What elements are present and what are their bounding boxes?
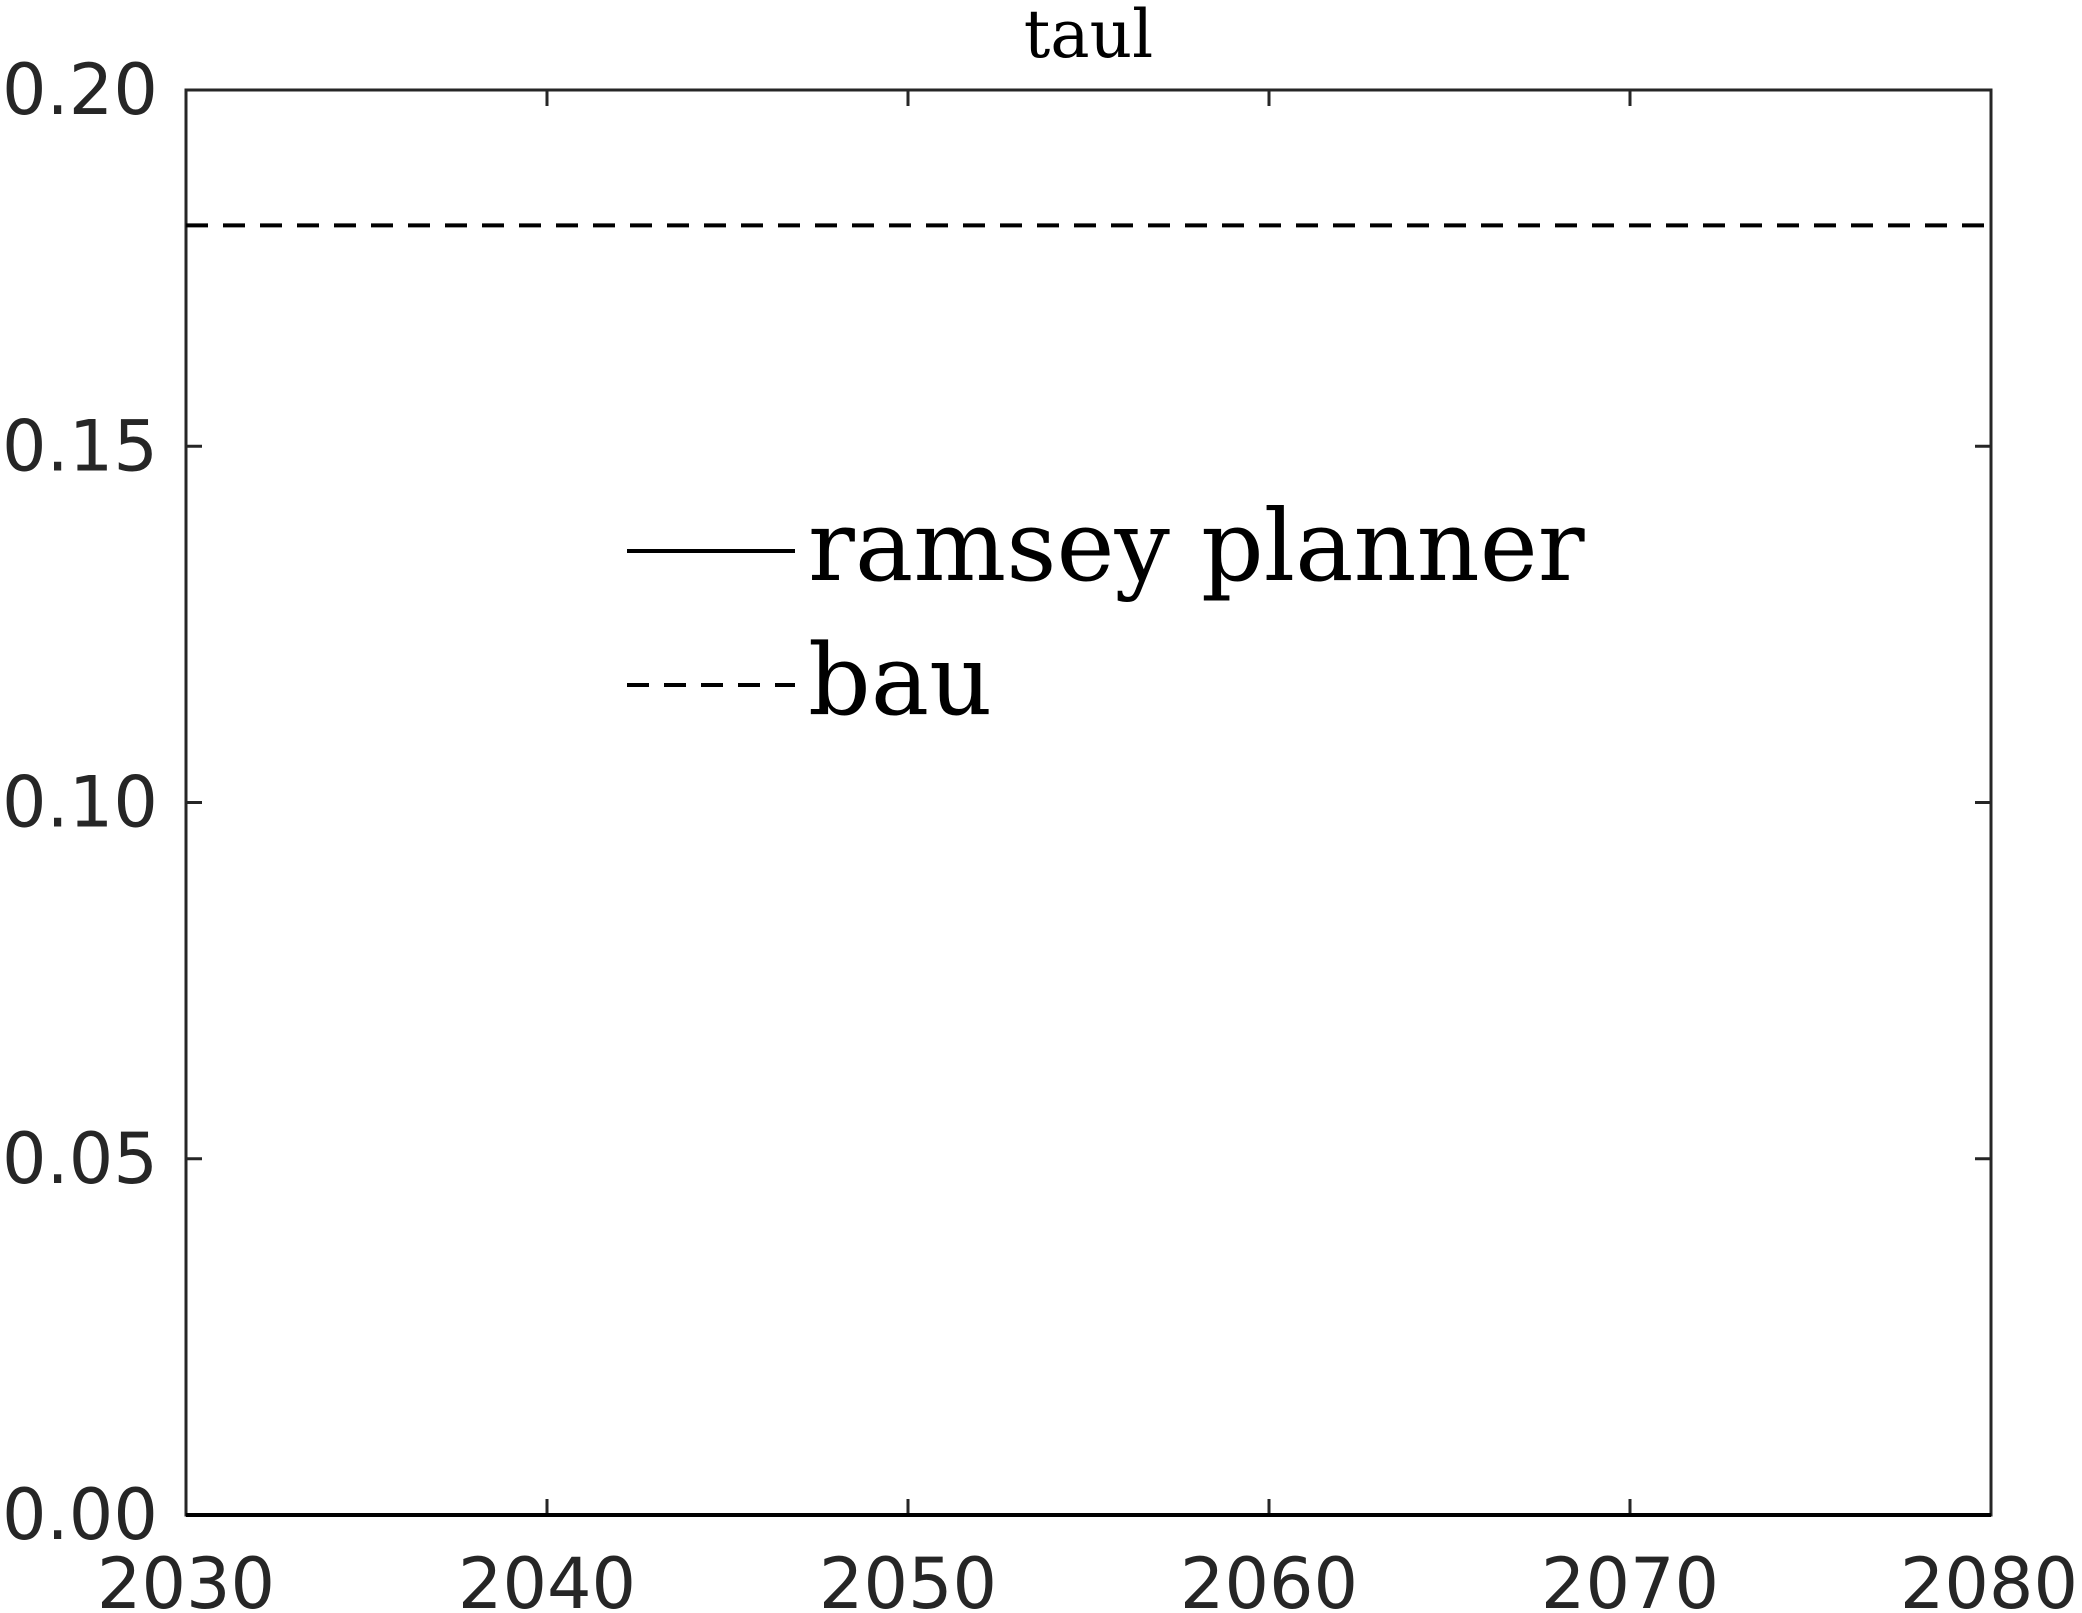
series-layer <box>186 223 1991 1517</box>
legend-label: bau <box>808 624 992 738</box>
x-tick-label: 2060 <box>1180 1543 1358 1613</box>
chart-title: taul <box>1024 0 1154 73</box>
x-tick-label: 2070 <box>1541 1543 1719 1613</box>
legend: ramsey planner bau <box>627 490 1585 738</box>
y-tick-label: 0.05 <box>2 1118 158 1200</box>
y-tick-label: 0.20 <box>2 49 158 131</box>
x-tick-label: 2030 <box>97 1543 275 1613</box>
axis-ticks: 2030 2040 2050 2060 2070 2080 0.00 0.05 0.10 0.15… <box>2 49 2078 1613</box>
x-tick-label: 2080 <box>1900 1543 2078 1613</box>
x-tick-label: 2050 <box>819 1543 997 1613</box>
y-tick-label: 0.00 <box>2 1474 158 1556</box>
y-tick-label: 0.10 <box>2 762 158 844</box>
legend-label: ramsey planner <box>808 490 1585 604</box>
y-tick-label: 0.15 <box>2 405 158 487</box>
x-tick-label: 2040 <box>458 1543 636 1613</box>
